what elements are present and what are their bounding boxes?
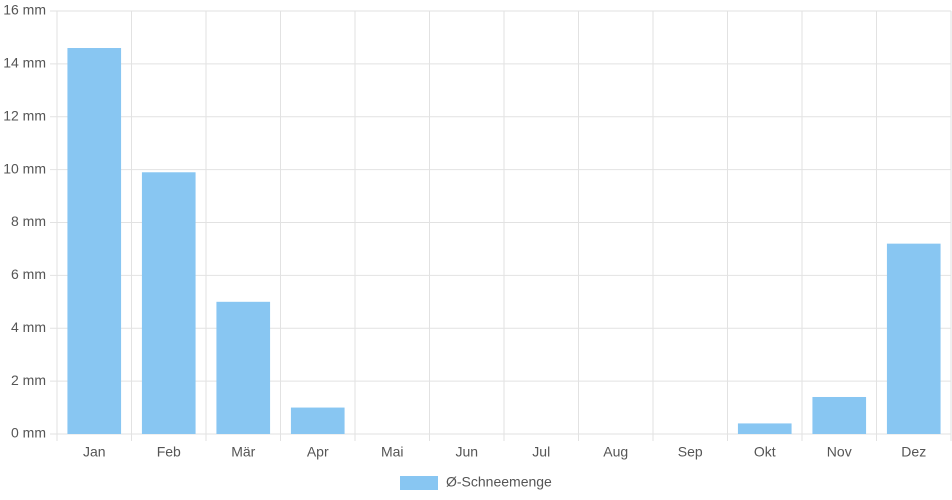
bar bbox=[216, 301, 271, 434]
x-tick-label: Apr bbox=[307, 444, 329, 460]
y-tick-label: 12 mm bbox=[3, 107, 46, 123]
y-tick-label: 2 mm bbox=[11, 372, 46, 388]
bar bbox=[812, 396, 867, 434]
y-tick-label: 14 mm bbox=[3, 55, 46, 71]
y-tick-label: 10 mm bbox=[3, 160, 46, 176]
bar bbox=[290, 407, 345, 434]
x-tick-label: Jan bbox=[83, 444, 106, 460]
legend-swatch bbox=[400, 476, 438, 490]
y-tick-label: 4 mm bbox=[11, 319, 46, 335]
y-tick-label: 0 mm bbox=[11, 425, 46, 441]
x-tick-label: Dez bbox=[901, 444, 926, 460]
x-tick-label: Mai bbox=[381, 444, 404, 460]
legend-label: Ø-Schneemenge bbox=[446, 474, 552, 490]
bar bbox=[141, 172, 196, 435]
x-tick-label: Jul bbox=[532, 444, 550, 460]
bar bbox=[886, 243, 941, 434]
x-tick-label: Jun bbox=[455, 444, 478, 460]
x-tick-label: Nov bbox=[827, 444, 852, 460]
x-tick-label: Feb bbox=[157, 444, 181, 460]
y-tick-label: 8 mm bbox=[11, 213, 46, 229]
bar bbox=[737, 423, 792, 434]
y-tick-label: 6 mm bbox=[11, 266, 46, 282]
y-tick-label: 16 mm bbox=[3, 2, 46, 18]
x-tick-label: Aug bbox=[603, 444, 628, 460]
x-tick-label: Mär bbox=[231, 444, 255, 460]
x-tick-label: Okt bbox=[754, 444, 776, 460]
x-tick-label: Sep bbox=[678, 444, 703, 460]
bar bbox=[67, 48, 122, 434]
